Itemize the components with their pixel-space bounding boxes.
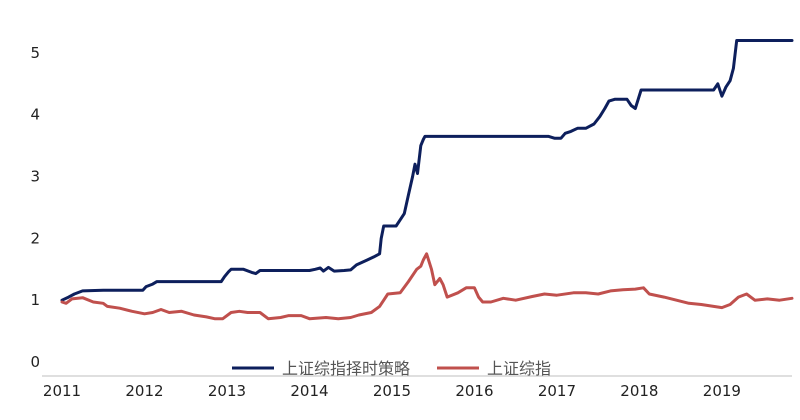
legend-label-1: 上证综指 [487, 359, 551, 378]
x-tick-label: 2019 [703, 382, 741, 400]
x-tick-label: 2016 [455, 382, 493, 400]
x-tick-label: 2011 [43, 382, 81, 400]
x-tick-label: 2018 [620, 382, 658, 400]
series-layer [60, 39, 794, 321]
y-tick-label: 3 [30, 168, 40, 186]
x-tick-label: 2017 [538, 382, 576, 400]
y-tick-label: 0 [30, 353, 40, 371]
x-axis-ticks: 2011 2012 2013 2014 2015 2016 2017 2018 2019 [43, 382, 741, 400]
y-tick-label: 2 [30, 229, 40, 247]
series-line-1 [60, 252, 794, 321]
x-tick-label: 2014 [290, 382, 328, 400]
series-line-0 [60, 39, 794, 302]
y-tick-label: 5 [30, 44, 40, 62]
y-tick-label: 1 [30, 291, 40, 309]
y-axis-ticks: 0 1 2 3 4 5 [30, 44, 40, 371]
x-tick-label: 2012 [125, 382, 163, 400]
x-tick-label: 2015 [373, 382, 411, 400]
y-tick-label: 4 [30, 106, 40, 124]
legend-label-0: 上证综指择时策略 [282, 359, 410, 378]
x-tick-label: 2013 [208, 382, 246, 400]
legend: 上证综指择时策略 上证综指 [232, 359, 551, 378]
